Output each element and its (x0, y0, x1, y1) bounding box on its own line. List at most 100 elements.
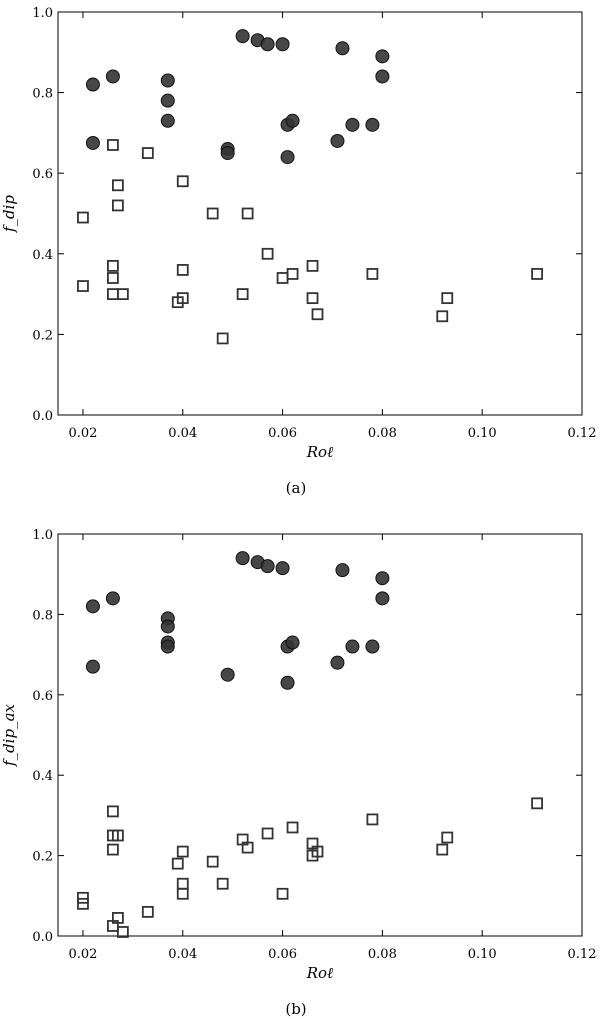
square-point (441, 831, 454, 844)
x-tick-label: 0.06 (268, 947, 297, 962)
square-point (241, 841, 254, 854)
circle-point (280, 675, 295, 690)
square-point (106, 139, 119, 151)
circle-point (345, 117, 360, 132)
square-point (77, 891, 89, 904)
y-tick-label: 0.6 (32, 689, 53, 704)
square-point (276, 887, 289, 900)
circle-point (280, 150, 295, 165)
square-point (141, 905, 154, 918)
circle-point (85, 659, 100, 674)
square-point (111, 912, 124, 924)
y-tick-label: 1.0 (32, 528, 53, 543)
square-point (531, 797, 543, 810)
x-tick-label: 0.10 (468, 426, 497, 441)
x-tick-label: 0.02 (68, 426, 97, 441)
square-point (286, 268, 299, 280)
square-point (441, 292, 454, 305)
x-axis-label: Roℓ (306, 443, 334, 461)
plot-frame (57, 11, 583, 416)
square-point (116, 926, 129, 938)
circle-point (235, 29, 250, 44)
y-tick-label: 0.2 (32, 850, 53, 865)
scatter-chart-a: 0.02 0.04 0.06 0.08 0.10 0.12 0.0 0.2 0.4 0.6 0.8 1… (0, 6, 597, 497)
circle-point (335, 563, 350, 578)
circle-point (260, 37, 275, 52)
square-point (176, 845, 189, 858)
circle-point (260, 559, 275, 574)
square-point (176, 887, 189, 900)
circle-point (375, 69, 390, 84)
figure-caption: (a) (286, 479, 307, 497)
square-point (106, 259, 119, 272)
circle-point (275, 37, 290, 52)
square-point (436, 310, 449, 323)
y-tick-label: 0.0 (32, 930, 53, 945)
square-point (176, 264, 189, 276)
square-point (366, 268, 379, 280)
square-point (216, 877, 229, 890)
circle-point (375, 49, 390, 64)
y-tick-label: 0.8 (32, 608, 53, 623)
square-point (286, 821, 299, 834)
circle-point (365, 117, 380, 132)
circle-point (220, 146, 235, 161)
y-tick-label: 1.0 (32, 6, 53, 21)
x-tick-label: 0.08 (368, 426, 397, 441)
square-point (531, 268, 543, 280)
square-point (141, 147, 154, 159)
circle-point (375, 571, 390, 586)
y-tick-label: 0.2 (32, 328, 53, 343)
square-point (216, 332, 229, 345)
circle-point (160, 73, 175, 88)
circle-point (85, 135, 100, 150)
circle-point (330, 133, 345, 148)
square-point (106, 272, 119, 284)
square-point (261, 247, 274, 260)
circle-point (375, 591, 390, 606)
circle-point (85, 77, 100, 92)
square-point (276, 272, 289, 284)
square-point (206, 855, 219, 868)
square-point (306, 292, 319, 305)
circle-point (160, 113, 175, 128)
y-tick-label: 0.0 (32, 409, 53, 424)
x-tick-label: 0.10 (468, 947, 497, 962)
y-tick-label: 0.4 (32, 769, 53, 784)
circle-point (345, 639, 360, 654)
square-point (176, 175, 189, 188)
square-point (176, 292, 189, 305)
x-tick-label: 0.08 (368, 947, 397, 962)
square-point (241, 207, 254, 220)
x-tick-label: 0.02 (68, 947, 97, 962)
x-tick-label: 0.12 (568, 426, 597, 441)
circle-point (220, 667, 235, 682)
circle-point (160, 639, 175, 654)
square-point (306, 259, 319, 272)
x-tick-label: 0.04 (168, 947, 197, 962)
y-tick-label: 0.6 (32, 167, 53, 182)
square-point (106, 805, 119, 818)
square-point (436, 843, 449, 856)
x-tick-label: 0.04 (168, 426, 197, 441)
square-point (111, 829, 124, 842)
square-point (77, 211, 89, 224)
circle-point (85, 599, 100, 614)
y-tick-label: 0.8 (32, 87, 53, 102)
square-point (311, 308, 324, 321)
square-point (366, 813, 379, 826)
square-point (77, 280, 89, 292)
circle-point (160, 93, 175, 108)
circle-point (105, 69, 120, 84)
circle-point (275, 561, 290, 576)
x-axis-label: Roℓ (306, 964, 334, 982)
square-point (111, 179, 124, 192)
y-axis-label: f_dip_ax (0, 703, 18, 766)
square-point (106, 288, 119, 301)
circle-point (160, 619, 175, 634)
circle-point (235, 551, 250, 566)
circle-point (335, 41, 350, 56)
figure-caption: (b) (285, 1000, 306, 1018)
circle-point (285, 635, 300, 650)
square-point (236, 288, 249, 301)
